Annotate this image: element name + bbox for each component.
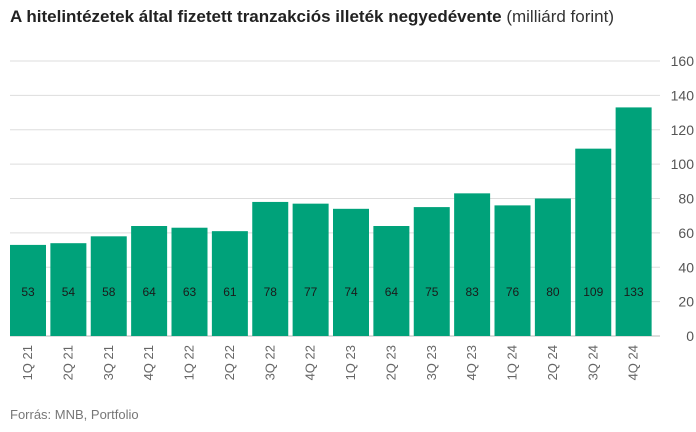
- y-tick-label: 120: [671, 122, 695, 138]
- x-tick-label: 2Q 22: [222, 345, 237, 380]
- bar: [373, 226, 410, 336]
- data-label: 76: [506, 285, 520, 299]
- x-tick-label: 3Q 23: [424, 345, 439, 380]
- data-label: 75: [425, 285, 439, 299]
- y-tick-label: 0: [686, 328, 694, 344]
- x-tick-label: 2Q 24: [545, 345, 560, 380]
- y-tick-label: 140: [671, 87, 695, 103]
- data-label: 53: [21, 285, 35, 299]
- bar: [171, 227, 208, 336]
- y-tick-label: 100: [671, 156, 695, 172]
- data-label: 109: [583, 285, 603, 299]
- data-label: 77: [304, 285, 318, 299]
- x-tick-label: 4Q 23: [464, 345, 479, 380]
- x-tick-label: 2Q 21: [60, 345, 75, 380]
- x-tick-label: 4Q 24: [626, 345, 641, 380]
- x-tick-label: 4Q 22: [303, 345, 318, 380]
- data-label: 64: [385, 285, 399, 299]
- bar: [292, 203, 329, 336]
- bar: [534, 198, 571, 336]
- bar: [90, 236, 127, 336]
- x-tick-label: 2Q 23: [383, 345, 398, 380]
- data-label: 54: [62, 285, 76, 299]
- source-note: Forrás: MNB, Portfolio: [10, 407, 139, 422]
- bar: [252, 201, 289, 336]
- data-label: 83: [465, 285, 479, 299]
- x-tick-label: 4Q 21: [141, 345, 156, 380]
- x-tick-label: 1Q 23: [343, 345, 358, 380]
- y-tick-label: 160: [671, 53, 695, 69]
- data-label: 80: [546, 285, 560, 299]
- data-label: 58: [102, 285, 116, 299]
- y-tick-label: 60: [678, 225, 694, 241]
- bar: [50, 243, 87, 336]
- chart-title-unit: (milliárd forint): [506, 7, 615, 26]
- y-tick-label: 80: [678, 191, 694, 207]
- chart-title: A hitelintézetek által fizetett tranzakc…: [10, 7, 614, 27]
- x-tick-label: 3Q 22: [262, 345, 277, 380]
- y-tick-label: 40: [678, 259, 694, 275]
- x-tick-label: 1Q 24: [505, 345, 520, 380]
- bar: [615, 107, 652, 336]
- y-tick-label: 20: [678, 294, 694, 310]
- data-label: 133: [624, 285, 644, 299]
- bar: [211, 231, 248, 336]
- data-label: 78: [264, 285, 278, 299]
- bar: [10, 244, 46, 336]
- bar: [333, 208, 369, 336]
- data-label: 74: [344, 285, 358, 299]
- bar: [575, 148, 612, 336]
- x-tick-label: 3Q 24: [585, 345, 600, 380]
- data-label: 63: [183, 285, 197, 299]
- data-label: 61: [223, 285, 237, 299]
- bar: [413, 207, 450, 336]
- bar: [131, 226, 168, 336]
- x-tick-label: 1Q 21: [20, 345, 35, 380]
- chart-title-main: A hitelintézetek által fizetett tranzakc…: [10, 7, 502, 26]
- bar: [454, 193, 491, 336]
- bar: [494, 205, 531, 336]
- x-tick-label: 1Q 22: [182, 345, 197, 380]
- x-tick-label: 3Q 21: [101, 345, 116, 380]
- data-label: 64: [142, 285, 156, 299]
